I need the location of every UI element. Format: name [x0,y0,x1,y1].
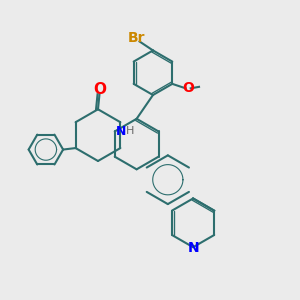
Text: O: O [182,81,194,95]
Text: N: N [116,125,127,138]
Text: N: N [188,242,200,255]
Text: Br: Br [128,31,146,45]
Text: O: O [93,82,106,98]
Text: H: H [125,126,134,136]
